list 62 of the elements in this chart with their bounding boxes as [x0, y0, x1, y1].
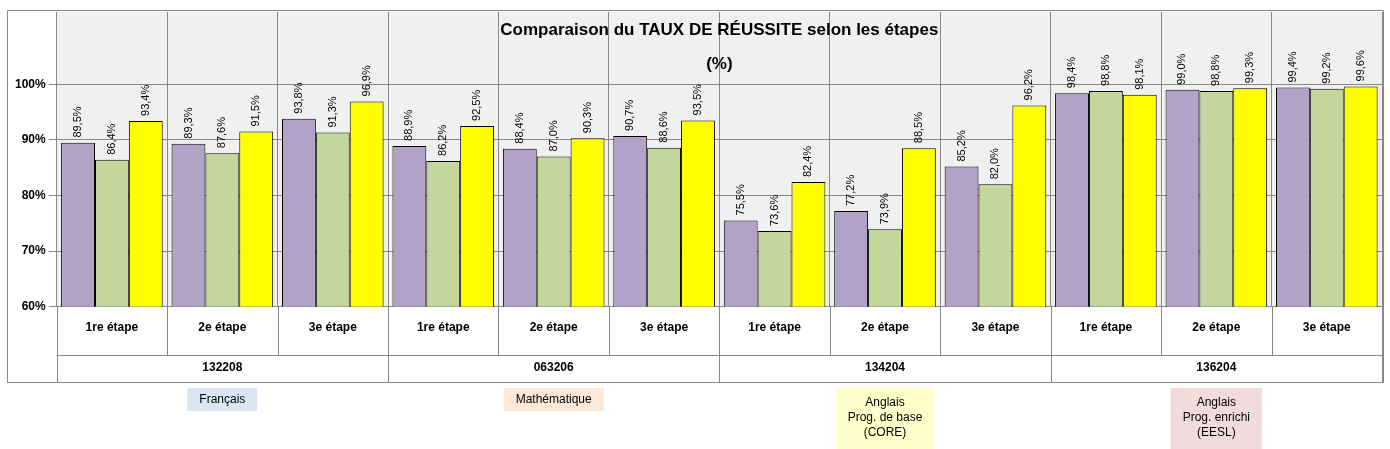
data-label: 99,0%: [1175, 53, 1188, 85]
data-label: 89,3%: [181, 107, 194, 139]
x-tick-label: 2e étape: [529, 320, 579, 335]
data-label: 98,1%: [1132, 58, 1145, 90]
x-tick-label: 1re étape: [85, 320, 139, 335]
data-label: 93,4%: [138, 84, 151, 116]
data-label: 96,2%: [1022, 68, 1035, 101]
data-label: 85,2%: [954, 130, 967, 162]
data-label: 99,6%: [1353, 50, 1366, 82]
data-label: 99,2%: [1319, 52, 1332, 84]
x-tick-label: 3e étape: [640, 320, 689, 335]
x-tick-label: 1re étape: [416, 320, 470, 335]
data-label: 75,5%: [733, 184, 746, 216]
data-label: 86,2%: [436, 124, 449, 156]
data-label: 82,4%: [801, 145, 814, 178]
text: Français: [199, 391, 246, 406]
x-tick-label: 1re étape: [1079, 320, 1133, 335]
data-label: 99,3%: [1243, 51, 1256, 84]
text: 132208: [202, 360, 243, 375]
data-label: 86,4%: [104, 123, 117, 155]
x-tick-label: 2e étape: [860, 320, 910, 335]
data-label: 88,4%: [512, 112, 525, 144]
data-label: 88,9%: [402, 109, 415, 141]
x-tick-label: 3e étape: [1302, 320, 1352, 335]
x-tick-label: 1re étape: [748, 320, 802, 335]
text: Anglais Prog. enrichi (EESL): [1182, 395, 1251, 440]
data-label: 90,7%: [623, 99, 636, 131]
y-tick-label: 100%: [14, 76, 47, 91]
data-label: 93,8%: [291, 82, 304, 114]
text: 136204: [1196, 360, 1237, 375]
data-label: 98,4%: [1065, 56, 1078, 89]
data-label: 73,6%: [767, 194, 780, 226]
text: 134204: [864, 360, 906, 375]
text: Comparaison du TAUX DE RÉUSSITE selon les étapes (%): [500, 19, 939, 73]
data-label: 98,8%: [1209, 54, 1222, 86]
x-tick-label: 3e étape: [308, 320, 358, 335]
data-label: 98,8%: [1098, 54, 1111, 86]
data-label: 90,3%: [580, 101, 593, 134]
data-label: 82,0%: [988, 147, 1001, 180]
y-tick-label: 60%: [21, 298, 47, 313]
data-label: 77,2%: [844, 174, 857, 206]
data-label: 91,5%: [249, 95, 262, 127]
data-label: 88,6%: [657, 111, 670, 143]
y-tick-label: 70%: [21, 243, 47, 258]
text: Mathématique: [515, 391, 593, 406]
text: Anglais Prog. de base (CORE): [847, 395, 923, 440]
text: 063206: [533, 360, 575, 375]
data-label: 73,9%: [878, 192, 891, 225]
x-tick-label: 3e étape: [971, 320, 1020, 335]
data-label: 87,6%: [215, 116, 228, 149]
y-tick-label: 80%: [21, 187, 47, 202]
data-label: 92,5%: [470, 89, 483, 121]
data-label: 88,5%: [911, 111, 924, 144]
data-label: 87,0%: [546, 120, 559, 152]
data-label: 99,4%: [1285, 51, 1298, 83]
data-label: 96,9%: [359, 65, 372, 97]
data-label: 93,5%: [691, 83, 704, 116]
x-tick-label: 2e étape: [1192, 320, 1241, 335]
data-label: 89,5%: [71, 106, 84, 138]
x-tick-label: 2e étape: [198, 320, 247, 335]
data-label: 91,3%: [325, 96, 338, 128]
y-tick-label: 90%: [21, 132, 47, 147]
